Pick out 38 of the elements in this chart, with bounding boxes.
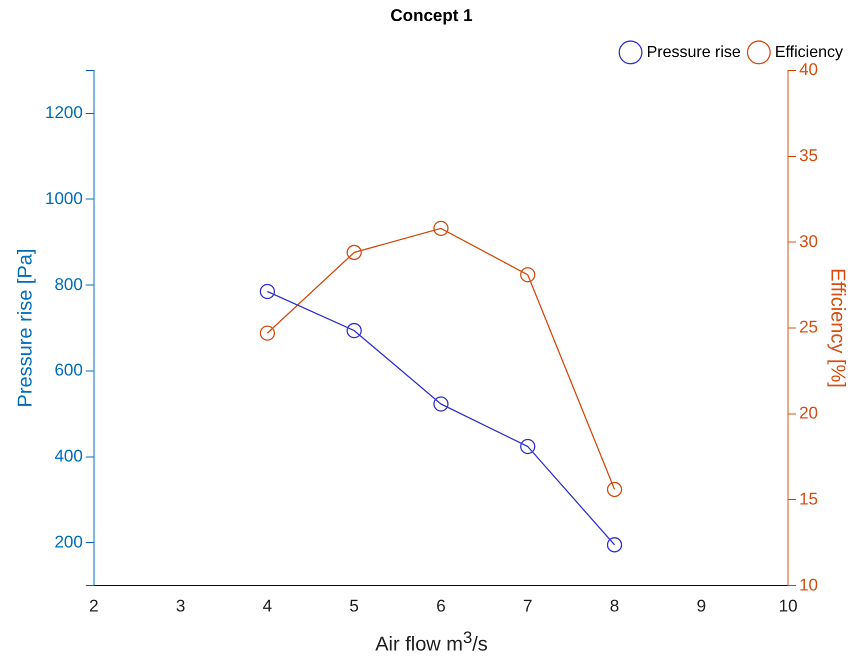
y2-tick-label: 25 [799,318,818,337]
y2-axis-title: Efficiency [%] [826,268,848,388]
y-tick-label: 400 [54,446,83,466]
y-tick-label: 200 [54,532,83,552]
x-axis-title: Air flow m$^{3}$/s [374,628,489,657]
y-axis-title: Pressure rise [Pa] [14,248,37,408]
point [433,220,449,236]
x-tick-label: 7 [523,596,532,616]
legend-label: Pressure rise [646,44,741,61]
x-tick-label: 8 [610,596,620,616]
y2-tick-label: 20 [799,404,818,423]
point [346,322,362,338]
y-tick-label: 1000 [44,188,83,208]
y2-tick-label: 40 [799,60,818,80]
point [606,482,622,498]
point [433,396,449,412]
y2-tick-label: 10 [799,575,818,594]
y-tick-label: 600 [54,360,83,380]
y-tick-label: 800 [54,274,83,294]
point [260,284,276,300]
point [520,267,536,282]
x-tick-label: 10 [778,596,798,616]
y2-tick-label: 15 [799,489,818,508]
x-tick-label: 2 [89,596,99,616]
y2-tick-label: 30 [799,232,818,251]
x-tick-label: 6 [436,596,446,616]
x-tick-label: 3 [176,596,186,616]
point [606,537,622,552]
x-tick-label: 9 [696,596,706,616]
x-tick-label: 4 [262,596,272,616]
chart-title: Concept 1 [390,6,473,25]
point [260,326,276,341]
y2-tick-label: 35 [799,146,818,165]
y-tick-label: 1200 [44,103,83,122]
point [346,244,362,260]
legend-label: Efficiency [774,44,844,61]
point [520,438,536,454]
x-tick-label: 5 [349,596,359,616]
